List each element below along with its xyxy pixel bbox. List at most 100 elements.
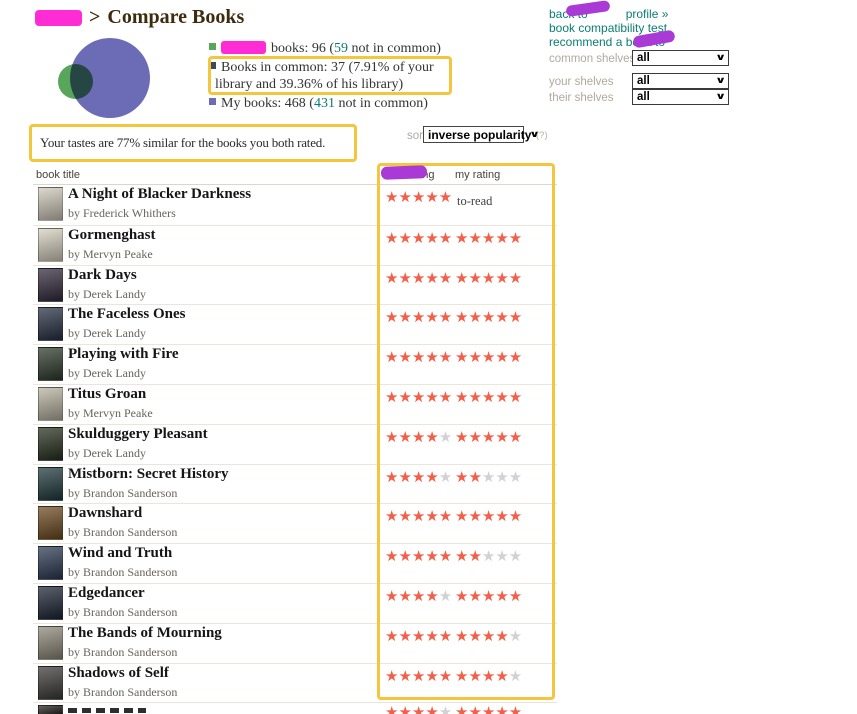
their-rating-stars: ★★★★★ [385,309,453,327]
book-title-column-header[interactable]: book title [36,169,81,181]
my-rating-stars[interactable]: ★★★★★ [455,627,523,645]
book-author: by Brandon Sanderson [68,525,178,540]
my-rating-stars[interactable]: ★★★★★ [455,229,523,247]
compare-books-table: book title rating my rating A Night of B… [33,164,557,714]
my-rating-stars[interactable]: ★★★★★ [455,388,523,406]
my-rating-stars[interactable]: ★★★★★ [455,349,523,367]
book-cover[interactable] [38,187,63,221]
author-name-link[interactable]: Mervyn Peake [83,246,153,261]
author-name-link[interactable]: Derek Landy [83,366,146,381]
book-author: by Brandon Sanderson [68,485,178,500]
book-title-link[interactable]: Titus Groan [68,385,147,402]
author-name-link[interactable]: Derek Landy [83,445,146,460]
my-rating-column-header[interactable]: my rating [455,169,501,181]
book-cover[interactable] [38,466,63,501]
my-rating-stars[interactable]: ★★★★★ [455,667,523,685]
their-rating-stars: ★★★★★ [385,269,453,287]
book-row: Dark Days by Derek Landy ★★★★★ ★★★★★ [33,264,557,305]
my-rating-stars[interactable]: ★★★★★ [455,269,523,287]
book-cover[interactable] [38,625,63,660]
book-title-link[interactable]: A Night of Blacker Darkness [68,186,252,202]
author-name-link[interactable]: Brandon Sanderson [83,644,178,659]
book-title-link[interactable]: Skulduggery Pleasant [68,425,208,442]
their-rating-stars: ★★★★★ [385,229,453,247]
book-title-link[interactable]: The Bands of Mourning [68,624,222,641]
book-author: by Brandon Sanderson [68,684,178,699]
breadcrumb: > Compare Books [35,6,244,29]
recommend-a-book-link[interactable]: recommend a book to [549,35,666,49]
back-to-profile-link[interactable]: back to profile » [549,7,669,21]
chevron-down-icon: ∨ [714,53,726,63]
book-title-link[interactable]: Mistborn: Secret History [68,465,229,482]
help-icon[interactable]: (?) [536,130,548,141]
book-cover[interactable] [38,426,63,461]
my-rating-stars[interactable]: ★★★★★ [455,548,523,566]
book-cover[interactable] [38,665,63,700]
my-rating-stars[interactable]: ★★★★★ [455,468,523,486]
profile-links: back to profile » book compatibility test… [549,7,703,49]
book-author: by Brandon Sanderson [68,644,178,659]
chevron-down-icon: ∨ [714,76,726,86]
book-cover[interactable] [38,506,63,541]
book-cover[interactable] [38,386,63,421]
book-cover[interactable] [38,267,63,302]
their-shelves-select[interactable]: all ∨ [632,89,729,105]
books-in-common-stat-line2: library and 39.36% of his library) [215,77,404,92]
my-shelf-label[interactable]: to-read [457,194,493,208]
my-rating-stars[interactable]: ★★★★★ [455,309,523,327]
table-header-divider [33,184,557,185]
their-books-bullet-icon [209,43,216,50]
book-title-link[interactable]: Dark Days [68,266,137,283]
book-cover[interactable] [38,347,63,382]
book-row-partial: ★★★★★ ★★★★★ [33,702,557,714]
author-name-link[interactable]: Derek Landy [83,286,146,301]
my-books-stat: My books: 468 (431 not in common) [209,96,428,112]
their-books-stat: books: 96 (59 not in common) [209,41,441,57]
my-rating-stars[interactable]: ★★★★★ [455,587,523,605]
my-rating-stars[interactable]: ★★★★★ [455,508,523,526]
their-rating-column-header[interactable]: rating [407,169,435,181]
book-author: by Brandon Sanderson [68,604,178,619]
book-cover[interactable] [38,546,63,581]
page-title: Compare Books [107,6,245,28]
book-row: Edgedancer by Brandon Sanderson ★★★★★ ★★… [33,582,557,623]
book-row: Titus Groan by Mervyn Peake ★★★★★ ★★★★★ [33,383,557,424]
book-row: The Faceless Ones by Derek Landy ★★★★★ ★… [33,304,557,344]
my-rating-stars[interactable]: ★★★★★ [455,704,523,714]
book-title-link[interactable]: Edgedancer [68,584,145,601]
my-rating-stars[interactable]: ★★★★★ [455,428,523,446]
book-title-link[interactable]: Dawnshard [68,505,143,522]
book-row: Shadows of Self by Brandon Sanderson ★★★… [33,662,557,703]
their-rating-stars: ★★★★★ [385,189,453,206]
author-name-link[interactable]: Brandon Sanderson [83,604,178,619]
book-title-link[interactable]: The Faceless Ones [68,306,186,323]
author-name-link[interactable]: Frederick Whithers [83,206,176,220]
book-cover[interactable] [38,705,63,714]
common-shelves-select[interactable]: all ∨ [632,50,729,66]
their-rating-stars: ★★★★★ [385,349,453,367]
book-row: Wind and Truth by Brandon Sanderson ★★★★… [33,543,557,583]
sort-select[interactable]: inverse popularity ∨ [423,126,541,143]
author-name-link[interactable]: Brandon Sanderson [83,525,178,540]
book-title-link[interactable]: Shadows of Self [68,664,169,681]
author-name-link[interactable]: Brandon Sanderson [83,485,178,500]
author-name-link[interactable]: Derek Landy [83,326,146,341]
chevron-down-icon: ∨ [714,92,726,102]
book-title-link[interactable]: Gormenghast [68,226,156,243]
book-cover[interactable] [38,307,63,342]
book-row: The Bands of Mourning by Brandon Sanders… [33,622,557,663]
tastes-similarity-message: Your tastes are 77% similar for the book… [40,135,326,150]
book-compatibility-test-link[interactable]: book compatibility test [549,21,668,35]
book-cover[interactable] [38,585,63,620]
author-name-link[interactable]: Brandon Sanderson [83,684,178,699]
redacted-username-blob [221,41,266,54]
tastes-similarity-highlight-annotation: Your tastes are 77% similar for the book… [29,124,357,162]
their-rating-stars: ★★★★★ [385,388,453,406]
book-cover[interactable] [38,227,63,262]
book-title-link[interactable]: Playing with Fire [68,346,179,363]
author-name-link[interactable]: Brandon Sanderson [83,565,178,580]
author-name-link[interactable]: Mervyn Peake [83,405,153,420]
book-title-link[interactable]: Wind and Truth [68,545,173,562]
sort-label: sort [407,130,427,142]
your-shelves-select[interactable]: all ∨ [632,73,729,89]
